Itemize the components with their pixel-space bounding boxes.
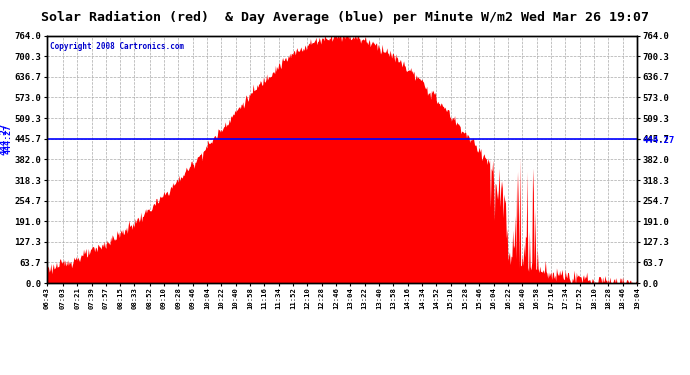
Text: Solar Radiation (red)  & Day Average (blue) per Minute W/m2 Wed Mar 26 19:07: Solar Radiation (red) & Day Average (blu… [41,11,649,24]
Text: Copyright 2008 Cartronics.com: Copyright 2008 Cartronics.com [50,42,184,51]
Text: 444.27: 444.27 [0,123,9,155]
Text: 444.27: 444.27 [3,124,12,154]
